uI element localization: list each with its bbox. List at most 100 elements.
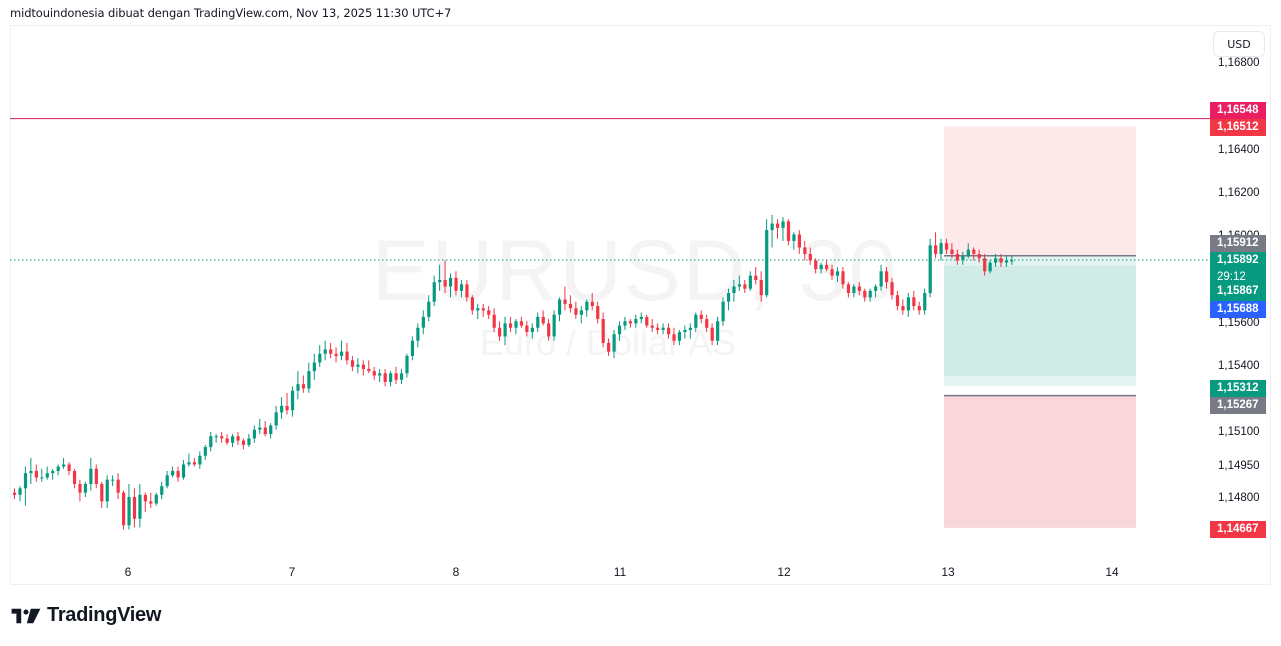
chart-frame (10, 25, 1271, 585)
candle-body (950, 249, 954, 254)
short-position-entry-band (944, 255, 1136, 266)
candle-body (825, 264, 829, 270)
time-axis-label: 12 (777, 565, 791, 579)
time-axis-label: 11 (613, 565, 627, 579)
candle-body (694, 314, 698, 328)
candle-body (966, 249, 970, 257)
candle-body (759, 280, 763, 296)
candle-body (776, 223, 780, 228)
candle-body (274, 412, 278, 426)
candle-body (667, 327, 671, 335)
candle-body (34, 470, 38, 478)
candle-body (705, 319, 709, 328)
candle-body (181, 464, 186, 478)
bar-countdown: 29:12 (1217, 271, 1246, 283)
price-tag-value: 1,15867 (1217, 285, 1259, 297)
price-tag: 1,16548 (1210, 102, 1266, 119)
candle-body (547, 323, 551, 337)
candle-body (650, 325, 654, 328)
candle-body (634, 319, 638, 324)
chart-header: midtouindonesia dibuat dengan TradingVie… (10, 6, 452, 20)
candle-body (737, 284, 742, 287)
currency-button[interactable]: USD (1213, 31, 1265, 57)
candle-body (552, 314, 556, 337)
candle-body (672, 334, 676, 341)
candle-body (530, 327, 534, 333)
candle-body (977, 253, 981, 259)
candle-body (617, 325, 622, 335)
short-position-stop-zone (944, 126, 1136, 256)
candle-body (923, 293, 927, 311)
candle-body (394, 373, 398, 380)
price-tag: 1,15267 (1210, 397, 1266, 414)
candle-body (340, 351, 344, 356)
candle-body (18, 488, 22, 495)
candle-body (819, 264, 823, 270)
price-tag-value: 1,15267 (1217, 399, 1259, 411)
candle-body (40, 477, 44, 479)
candle-body (835, 271, 840, 276)
candle-body (89, 468, 93, 484)
candle-body (988, 262, 992, 272)
candle-body (427, 301, 431, 317)
candle-body (748, 275, 752, 289)
candle-body (536, 316, 540, 328)
candle-body (639, 316, 643, 320)
candle-body (596, 306, 600, 320)
price-axis-label: 1,15400 (1218, 360, 1260, 372)
candle-body (585, 301, 589, 311)
price-tag: 1,15312 (1210, 380, 1266, 397)
candle-body (732, 286, 736, 294)
candle-body (176, 470, 180, 478)
watermark-symbol: EURUSD, 30 (372, 223, 899, 319)
price-axis-label: 1,16800 (1218, 57, 1260, 69)
candle-body (334, 353, 338, 356)
price-tag: 1,15867 (1210, 283, 1266, 300)
candle-body (961, 256, 965, 261)
candle-body (372, 371, 376, 376)
price-tag: 1,15912 (1210, 235, 1266, 252)
candle-body (454, 277, 458, 291)
candle-body (143, 494, 147, 502)
candle-body (890, 282, 894, 296)
candle-body (78, 483, 82, 493)
candle-body (901, 306, 905, 311)
candle-body (72, 470, 77, 484)
candle-body (165, 475, 169, 487)
tradingview-logo[interactable]: TradingView (11, 604, 161, 627)
candle-body (677, 332, 682, 341)
candle-body (628, 321, 633, 324)
candle-body (1010, 260, 1014, 262)
candle-body (23, 473, 28, 489)
candle-body (983, 258, 987, 272)
price-tag-value: 1,16548 (1217, 104, 1259, 116)
time-axis-label: 8 (452, 565, 460, 579)
candle-body (149, 501, 153, 504)
candle-body (459, 284, 464, 291)
price-tag-value: 1,15688 (1217, 303, 1259, 315)
candle-body (383, 373, 387, 382)
tradingview-logo-icon (11, 608, 41, 623)
candle-body (465, 284, 469, 298)
time-axis-label: 6 (124, 565, 132, 579)
candle-body (934, 245, 938, 254)
candle-body (438, 280, 442, 283)
candle-body (171, 470, 175, 476)
candle-body (160, 486, 164, 495)
candle-body (754, 275, 758, 280)
candle-body (111, 479, 115, 481)
candle-body (345, 351, 349, 361)
candle-body (307, 371, 311, 389)
candle-body (683, 329, 687, 333)
candle-body (601, 319, 605, 343)
candle-body (579, 310, 583, 315)
candle-body (329, 349, 333, 354)
time-axis-label: 7 (288, 565, 296, 579)
candle-body (105, 479, 109, 502)
candle-body (846, 284, 851, 294)
candle-body (449, 277, 453, 287)
candle-body (241, 440, 246, 445)
candle-body (51, 470, 55, 474)
candle-body (863, 290, 867, 298)
